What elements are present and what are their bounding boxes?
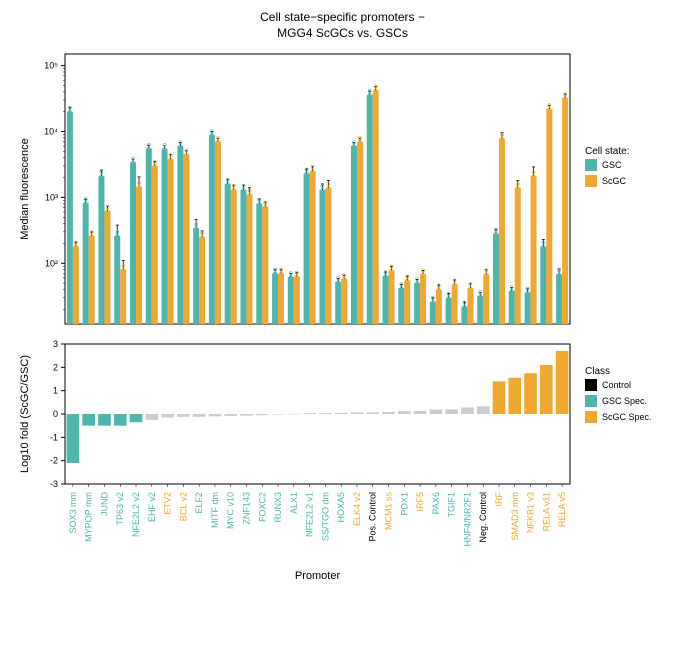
svg-text:RELA v5: RELA v5 — [557, 492, 567, 527]
svg-text:1: 1 — [53, 386, 58, 396]
svg-text:IRF5: IRF5 — [415, 492, 425, 512]
svg-text:10⁴: 10⁴ — [44, 127, 58, 137]
svg-text:3: 3 — [53, 339, 58, 349]
svg-text:SMAD3 mm: SMAD3 mm — [510, 492, 520, 541]
svg-text:PAX6: PAX6 — [431, 492, 441, 514]
svg-text:Cell state:: Cell state: — [585, 146, 629, 157]
svg-text:ZNF143: ZNF143 — [241, 492, 251, 525]
svg-text:MYPOP mm: MYPOP mm — [84, 492, 94, 542]
svg-text:-3: -3 — [50, 479, 58, 489]
svg-text:2: 2 — [53, 363, 58, 373]
svg-text:RELA v11: RELA v11 — [541, 492, 551, 531]
svg-text:-1: -1 — [50, 433, 58, 443]
svg-text:Pos. Control: Pos. Control — [368, 492, 378, 542]
svg-text:BCL v2: BCL v2 — [178, 492, 188, 521]
chart-title: Cell state−specific promoters − MGG4 ScG… — [10, 10, 675, 41]
svg-text:FOXC2: FOXC2 — [257, 492, 267, 522]
svg-text:SS/TGO dm: SS/TGO dm — [320, 492, 330, 541]
svg-text:HOXA5: HOXA5 — [336, 492, 346, 523]
svg-text:Log10 fold (ScGC/GSC): Log10 fold (ScGC/GSC) — [19, 355, 31, 473]
svg-text:10⁵: 10⁵ — [44, 61, 58, 71]
svg-text:EHF v2: EHF v2 — [147, 492, 157, 522]
chart-svg: 10² 10³ 10⁴ 10⁵ Median fluorescence Cell stat… — [10, 49, 675, 659]
svg-text:ELK4 v2: ELK4 v2 — [352, 492, 362, 526]
svg-text:NFE2L2 v1: NFE2L2 v1 — [305, 492, 315, 537]
svg-text:IRF: IRF — [494, 492, 504, 507]
svg-text:Promoter: Promoter — [295, 570, 341, 582]
title-line2: MGG4 ScGCs vs. GSCs — [277, 26, 408, 40]
svg-text:MITF dm: MITF dm — [210, 492, 220, 528]
svg-text:Median fluorescence: Median fluorescence — [19, 138, 31, 240]
svg-text:ScGC Spec.: ScGC Spec. — [602, 412, 652, 422]
svg-text:GSC: GSC — [602, 160, 622, 170]
chart-container: Cell state−specific promoters − MGG4 ScG… — [10, 10, 675, 659]
svg-text:GSC Spec.: GSC Spec. — [602, 396, 647, 406]
svg-text:ELF2: ELF2 — [194, 492, 204, 514]
svg-text:MYC v10: MYC v10 — [226, 492, 236, 529]
svg-text:MCM1 ss: MCM1 ss — [384, 492, 394, 530]
svg-text:Control: Control — [602, 380, 631, 390]
svg-text:Neg. Control: Neg. Control — [478, 492, 488, 543]
svg-text:10³: 10³ — [45, 193, 58, 203]
svg-text:ScGC: ScGC — [602, 176, 627, 186]
svg-text:NFKB1 v3: NFKB1 v3 — [526, 492, 536, 533]
svg-text:TGIF1: TGIF1 — [447, 492, 457, 518]
svg-text:ETV2: ETV2 — [163, 492, 173, 515]
svg-text:HNF4/NR2F1: HNF4/NR2F1 — [462, 492, 472, 547]
svg-text:PDX1: PDX1 — [399, 492, 409, 516]
svg-text:NFE2L2 v2: NFE2L2 v2 — [131, 492, 141, 537]
svg-text:Class: Class — [585, 366, 610, 377]
svg-text:JUND: JUND — [99, 492, 109, 516]
svg-text:0: 0 — [53, 409, 58, 419]
svg-text:SOX3 mm: SOX3 mm — [68, 492, 78, 534]
svg-text:TP63 v2: TP63 v2 — [115, 492, 125, 526]
svg-text:-2: -2 — [50, 456, 58, 466]
svg-text:ALX1: ALX1 — [289, 492, 299, 514]
svg-text:10²: 10² — [45, 259, 58, 269]
svg-text:RUNX3: RUNX3 — [273, 492, 283, 523]
title-line1: Cell state−specific promoters − — [260, 10, 425, 24]
